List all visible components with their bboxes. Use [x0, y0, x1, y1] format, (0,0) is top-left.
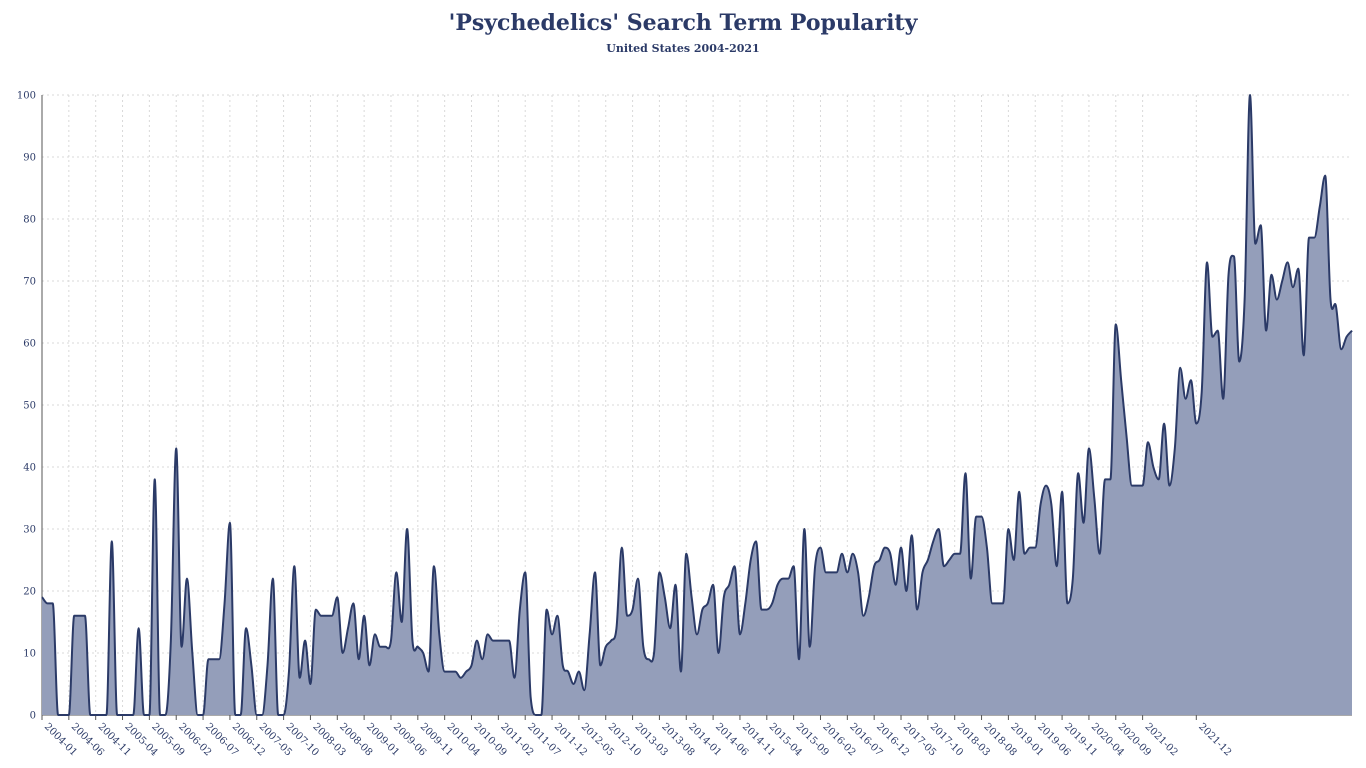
y-tick-label: 80: [23, 215, 36, 226]
y-tick-label: 0: [30, 711, 36, 722]
series-area: [42, 95, 1352, 715]
y-tick-label: 50: [23, 401, 36, 412]
y-tick-label: 10: [23, 649, 36, 660]
y-tick-label: 40: [23, 463, 36, 474]
x-tick-label: 2021-12: [1196, 721, 1233, 758]
y-tick-label: 20: [23, 587, 36, 598]
chart-subtitle: United States 2004-2021: [606, 42, 760, 55]
x-axis: 2004-012004-062004-112005-042005-092006-…: [41, 714, 1352, 759]
y-axis: 0 10 20 30 40 50 60 70 80 90 100: [17, 91, 43, 722]
chart-title: 'Psychedelics' Search Term Popularity: [448, 10, 918, 36]
y-tick-label: 70: [23, 277, 36, 288]
series-line: [41, 94, 1353, 716]
y-tick-label: 100: [17, 91, 36, 102]
y-tick-label: 30: [23, 525, 36, 536]
y-tick-label: 90: [23, 153, 36, 164]
y-tick-label: 60: [23, 339, 36, 350]
